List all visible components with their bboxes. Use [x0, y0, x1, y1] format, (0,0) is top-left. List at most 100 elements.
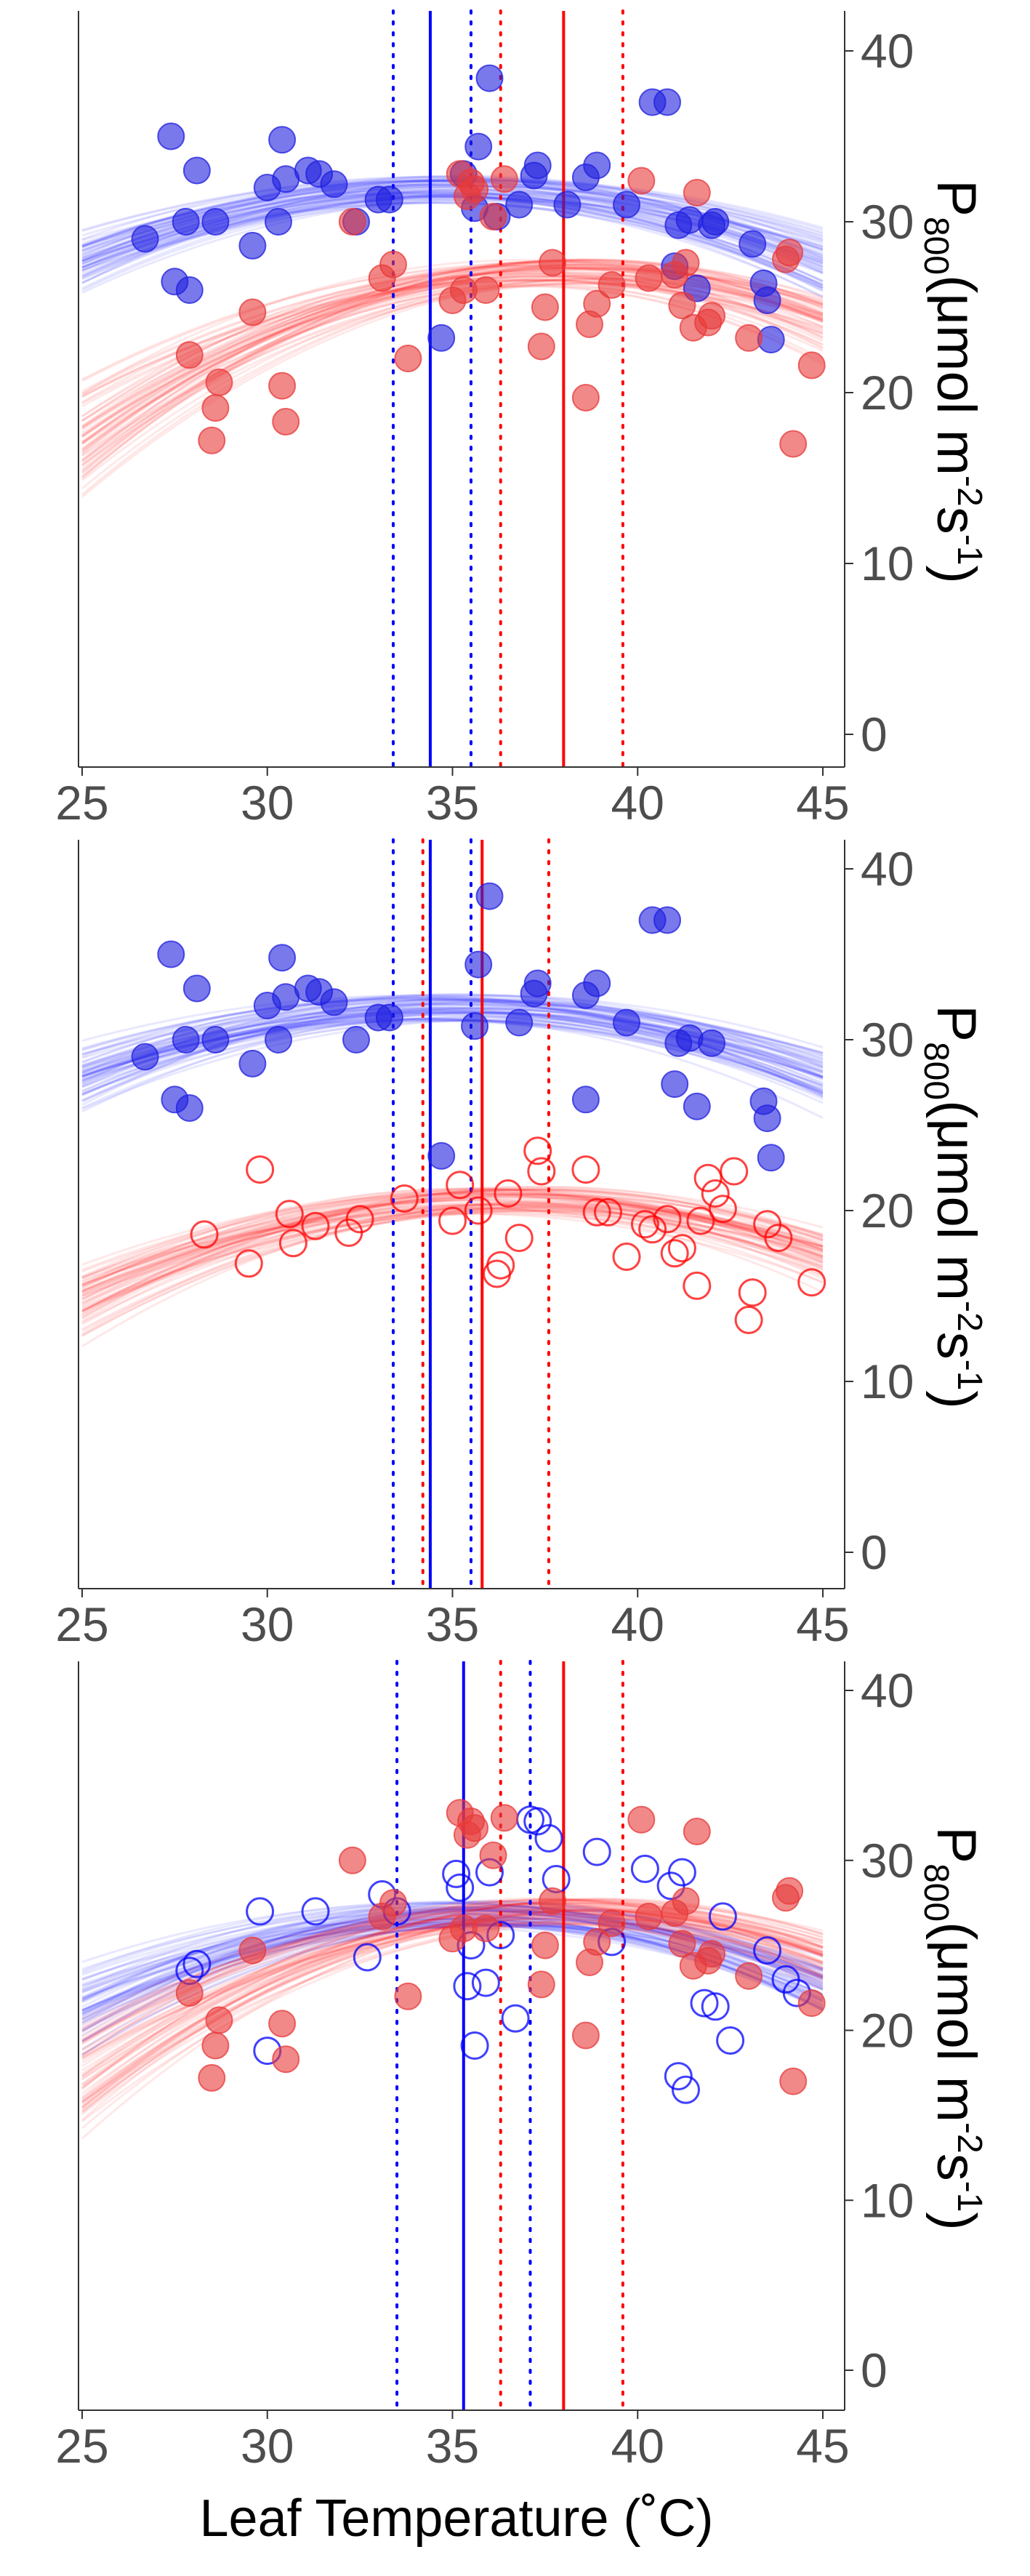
red-data-point [345, 1205, 374, 1234]
red-data-point [571, 1155, 600, 1184]
blue-data-point [505, 1008, 534, 1037]
red-data-point [738, 1278, 767, 1307]
blue-fit-line [81, 196, 824, 286]
blue-fit-line [81, 996, 824, 1062]
red-fit-line [81, 1901, 824, 2060]
red-fit-line [81, 1898, 824, 2033]
y-tick-label: 30 [861, 1834, 914, 1887]
panel-top: 25 30 35 40 450 10 20 30 40 P800(μmol m-2s-1) [55, 9, 989, 830]
blue-data-point [739, 230, 767, 258]
y-axis-title-part: -1 [950, 534, 989, 566]
blue-fit-line [81, 1900, 824, 2034]
red-data-point [390, 1184, 419, 1213]
red-data-point [205, 2006, 233, 2034]
red-fit-line [81, 1195, 824, 1293]
blue-data-point [501, 2004, 530, 2033]
red-data-point [175, 1979, 204, 2007]
red-fit-line [81, 1192, 824, 1289]
red-fit-line [81, 260, 824, 428]
red-fit-line [81, 1189, 824, 1271]
red-data-point [627, 1805, 656, 1834]
blue-data-point [268, 126, 297, 154]
blue-data-point [571, 1086, 600, 1114]
blue-fit-line [81, 1902, 824, 1978]
blue-data-point [201, 208, 230, 236]
red-fit-line [81, 1207, 824, 1311]
blue-data-point [753, 1104, 781, 1133]
y-tick-label: 40 [861, 842, 914, 896]
blue-data-point [172, 208, 200, 236]
x-tick-label: 35 [426, 1597, 479, 1651]
red-data-point [190, 1220, 219, 1249]
red-data-point [735, 1962, 763, 1990]
blue-fit-line [81, 1904, 824, 2043]
red-data-point [494, 1179, 523, 1208]
y-axis-title-part: s [925, 1332, 987, 1360]
y-tick-label: 40 [861, 24, 914, 78]
blue-fit-line [81, 201, 824, 290]
red-data-point [201, 394, 230, 422]
red-fit-line [81, 1903, 824, 2041]
red-fit-line [81, 1190, 824, 1300]
red-data-point [672, 249, 700, 277]
red-data-point [205, 368, 233, 396]
red-data-point [490, 165, 518, 193]
blue-fit-line [81, 196, 824, 286]
red-fit-line [81, 1898, 824, 2090]
red-fit-band [81, 1185, 824, 1347]
blue-data-point [716, 2026, 745, 2055]
blue-fit-line [81, 1000, 824, 1102]
blue-fit-line [81, 1913, 824, 2032]
red-data-point [683, 1271, 712, 1300]
red-fit-line [81, 260, 824, 428]
red-data-point [630, 1210, 659, 1239]
blue-data-point [664, 2062, 693, 2091]
red-data-point [338, 1846, 366, 1874]
red-data-point [201, 2031, 230, 2060]
blue-data-point [265, 208, 292, 236]
blue-fit-line [81, 1905, 824, 1987]
x-tick-label: 40 [611, 2419, 664, 2473]
y-axis-title-part: ) [925, 1390, 987, 1408]
blue-fit-line [81, 1905, 824, 2019]
y-axis-title-part: 800 [917, 217, 955, 275]
y-tick-label: 40 [861, 1664, 914, 1717]
red-data-point [175, 341, 204, 369]
red-data-point [571, 2021, 600, 2050]
y-axis-title-part: -2 [950, 476, 989, 507]
blue-data-point [157, 122, 185, 151]
red-data-point [598, 271, 626, 299]
y-axis-title-part: -2 [950, 1301, 989, 1332]
red-fit-line [81, 1194, 824, 1326]
blue-fit-line [81, 1902, 824, 1978]
red-fit-line [81, 1208, 824, 1313]
y-axis-title-part: P [925, 1826, 987, 1863]
red-data-point [198, 426, 226, 454]
y-axis-title-part: (μmol m [925, 1100, 987, 1301]
red-fit-line [81, 1902, 824, 2040]
y-axis-title-part: (μmol m [925, 275, 987, 476]
red-data-point [338, 208, 366, 236]
blue-data-point [464, 950, 493, 979]
red-data-point [531, 293, 559, 321]
red-data-point [582, 1197, 611, 1227]
red-data-point [268, 2010, 297, 2038]
blue-data-point [353, 1943, 382, 1972]
red-fit-line [81, 1910, 824, 2026]
blue-data-point [427, 1141, 456, 1170]
red-fit-line [81, 258, 824, 444]
blue-fit-line [81, 1901, 824, 1985]
blue-fit-line [81, 1916, 824, 2012]
red-fit-line [81, 1205, 824, 1337]
red-fit-line [81, 1191, 824, 1293]
y-axis-title-part: P [925, 180, 987, 217]
red-data-point [653, 1205, 682, 1234]
y-axis-title: P800(μmol m-2s-1) [917, 180, 989, 583]
red-data-point [797, 1268, 826, 1297]
blue-data-point [464, 132, 493, 161]
red-data-point [735, 324, 763, 352]
x-tick-label: 30 [241, 2419, 294, 2473]
blue-data-point [175, 276, 204, 304]
blue-fit-line [81, 1906, 824, 1978]
red-fit-line [81, 1909, 824, 2067]
